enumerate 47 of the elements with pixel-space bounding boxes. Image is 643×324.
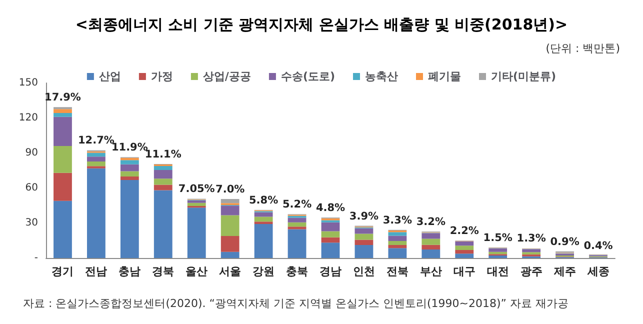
x-tick-label: 서울 — [219, 265, 242, 278]
x-tick-label: 제주 — [552, 265, 576, 278]
annotation: 0.9% — [550, 236, 580, 248]
text: 자료 : 온실가스종합정보센터(2020). “광역지자체 기준 지역별 온실가스 인벤토리(1990~2018)” 자료 재가공 — [23, 297, 568, 310]
chart-subtitle: (단위 : 백만톤) — [546, 42, 620, 55]
legend-label: 상업/공공 — [202, 70, 251, 83]
annotation: 5.8% — [248, 194, 279, 206]
annotation: 7.05% — [178, 183, 216, 196]
annotation: 1.3% — [516, 232, 546, 244]
y-tick-label: 150 — [18, 78, 38, 88]
legend-label: 기타(미분류) — [491, 70, 556, 83]
y-tick-label: 30 — [25, 218, 38, 228]
x-tick-label: 광주 — [520, 265, 542, 278]
y-tick-label: 60 — [25, 182, 38, 194]
annotation: 1.5% — [483, 232, 513, 244]
x-tick-label: 충북 — [286, 265, 308, 278]
x-tick-label: 세종 — [586, 265, 610, 278]
annotation: 0.4% — [584, 240, 614, 252]
annotation: 4.8% — [316, 202, 346, 214]
x-tick-label: 대전 — [486, 265, 509, 278]
x-tick-label: 대구 — [453, 265, 476, 278]
x-tick-label: 경남 — [320, 265, 342, 278]
chart-title: <최종에너지 소비 기준 광역지자체 온실가스 배출량 및 비중(2018년)> — [75, 16, 568, 34]
x-tick-label: 부산 — [420, 265, 442, 278]
annotation: 17.9% — [44, 92, 82, 104]
legend-label: 가정 — [150, 70, 173, 83]
y-tick-label: 90 — [25, 148, 38, 158]
annotation: 7.0% — [216, 183, 246, 196]
y-tick-label: 120 — [18, 112, 38, 124]
legend-label: 폐기물 — [428, 70, 462, 83]
annotation: 3.9% — [349, 210, 380, 222]
x-tick-label: 충남 — [118, 265, 141, 278]
x-tick-label: 울산 — [186, 265, 208, 278]
annotation: 2.2% — [450, 225, 480, 237]
x-tick-label: 전북 — [386, 265, 408, 278]
annotation: 3.2% — [416, 216, 446, 228]
y-tick-label: - — [34, 252, 38, 264]
legend-label: 농축산 — [365, 70, 398, 83]
annotation: 5.2% — [282, 198, 312, 211]
x-tick-label: 강원 — [252, 265, 275, 278]
annotation: 3.3% — [382, 214, 412, 226]
legend-label: 수송(도로) — [280, 70, 336, 83]
legend-label: 산업 — [98, 70, 121, 83]
x-tick-label: 전남 — [85, 265, 108, 278]
x-tick-label: 인천 — [352, 265, 375, 278]
x-tick-label: 경북 — [152, 265, 174, 278]
x-tick-label: 경기 — [52, 265, 74, 278]
